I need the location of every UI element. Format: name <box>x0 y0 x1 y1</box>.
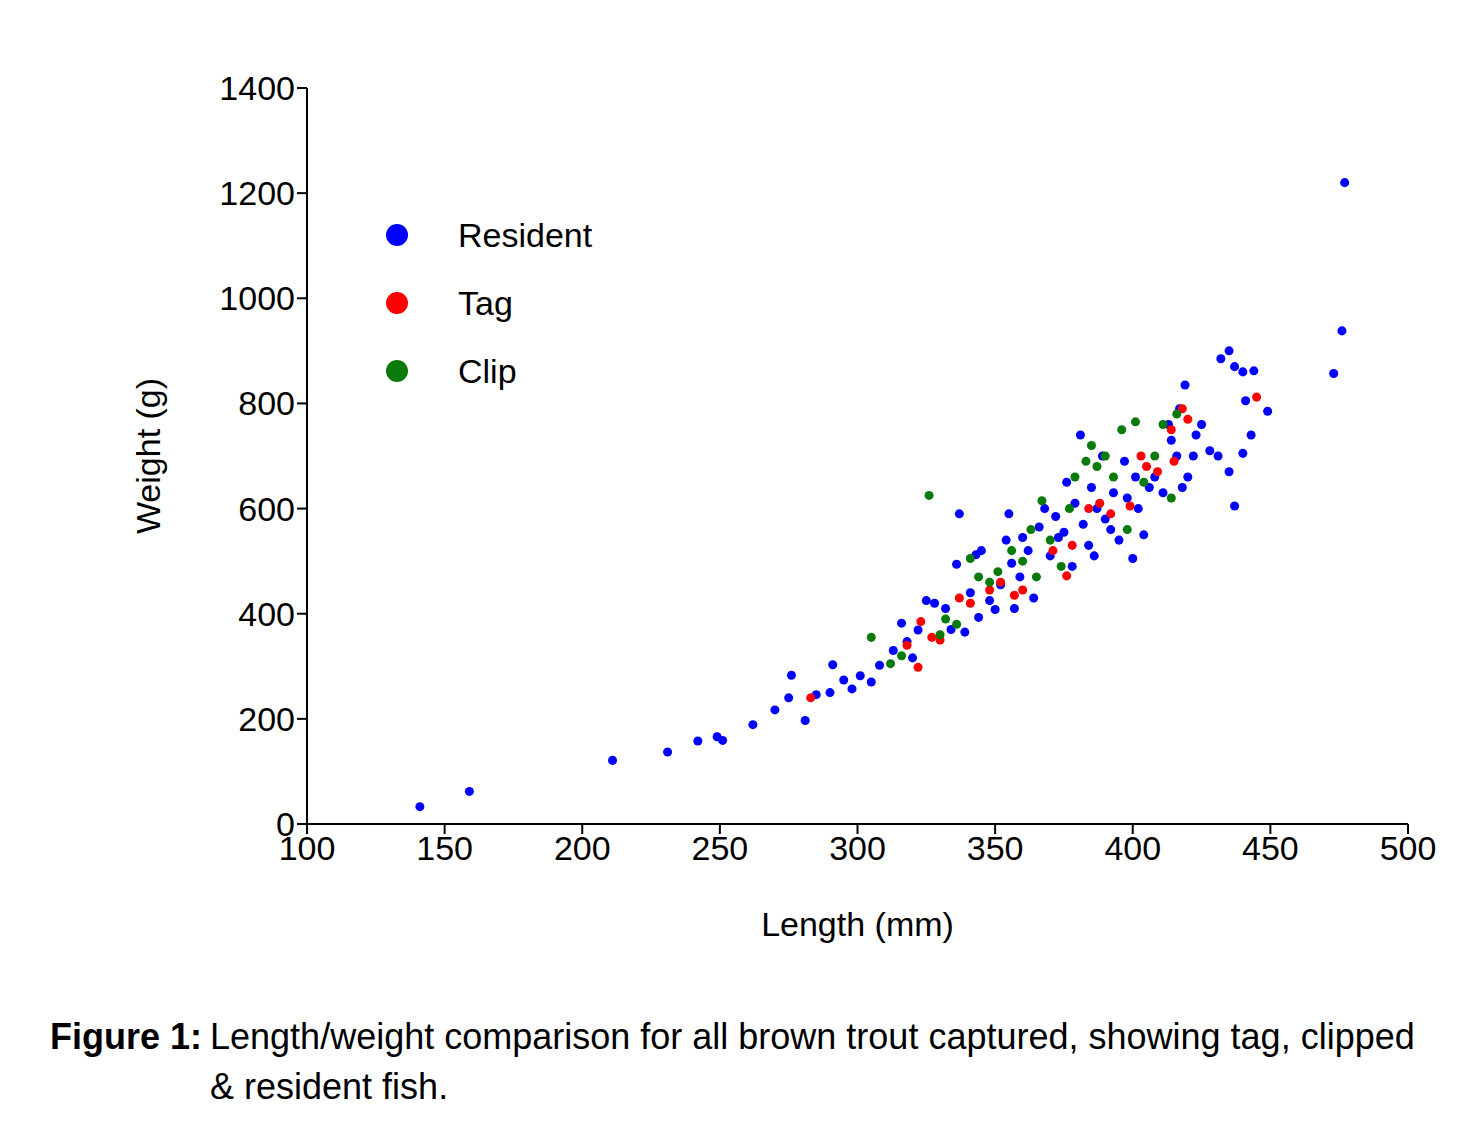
svg-text:100: 100 <box>278 829 336 868</box>
html-text:Resident: Resident <box>458 215 593 254</box>
html-text:Clip: Clip <box>458 351 517 390</box>
svg-text:200: 200 <box>554 829 611 867</box>
svg-text:0: 0 <box>276 805 295 843</box>
svg-text:800: 800 <box>238 384 295 422</box>
svg-text:400: 400 <box>1104 829 1161 867</box>
svg-text:200: 200 <box>238 700 295 738</box>
svg-text:1400: 1400 <box>219 69 295 107</box>
svg-text:300: 300 <box>829 829 886 867</box>
svg-text:Weight (g): Weight (g) <box>129 378 167 534</box>
html-text:Tag: Tag <box>458 283 513 322</box>
svg-text:150: 150 <box>416 829 473 867</box>
svg-text:Length (mm): Length (mm) <box>761 905 954 943</box>
svg-text:250: 250 <box>692 829 749 867</box>
html-text:Figure 1: Length/weight compar: Figure 1: Length/weight comparison for a… <box>50 1016 1415 1107</box>
svg-text:500: 500 <box>1380 829 1437 867</box>
svg-text:350: 350 <box>967 829 1024 867</box>
svg-text:450: 450 <box>1242 829 1299 867</box>
svg-text:600: 600 <box>238 490 295 528</box>
svg-text:400: 400 <box>238 595 295 633</box>
svg-text:1200: 1200 <box>219 174 295 212</box>
svg-text:1000: 1000 <box>219 279 295 317</box>
